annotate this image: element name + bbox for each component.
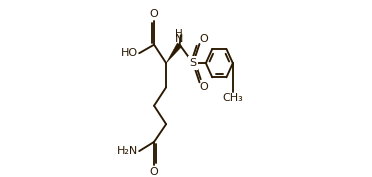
Text: H: H (175, 30, 183, 39)
Text: H₂N: H₂N (117, 146, 138, 156)
Text: N: N (175, 34, 183, 44)
Polygon shape (166, 43, 182, 63)
Text: O: O (199, 34, 208, 44)
Text: CH₃: CH₃ (222, 93, 243, 103)
Text: O: O (199, 82, 208, 92)
Text: S: S (189, 58, 197, 68)
Text: O: O (150, 9, 158, 19)
Text: O: O (150, 167, 158, 177)
Text: HO: HO (121, 48, 138, 58)
